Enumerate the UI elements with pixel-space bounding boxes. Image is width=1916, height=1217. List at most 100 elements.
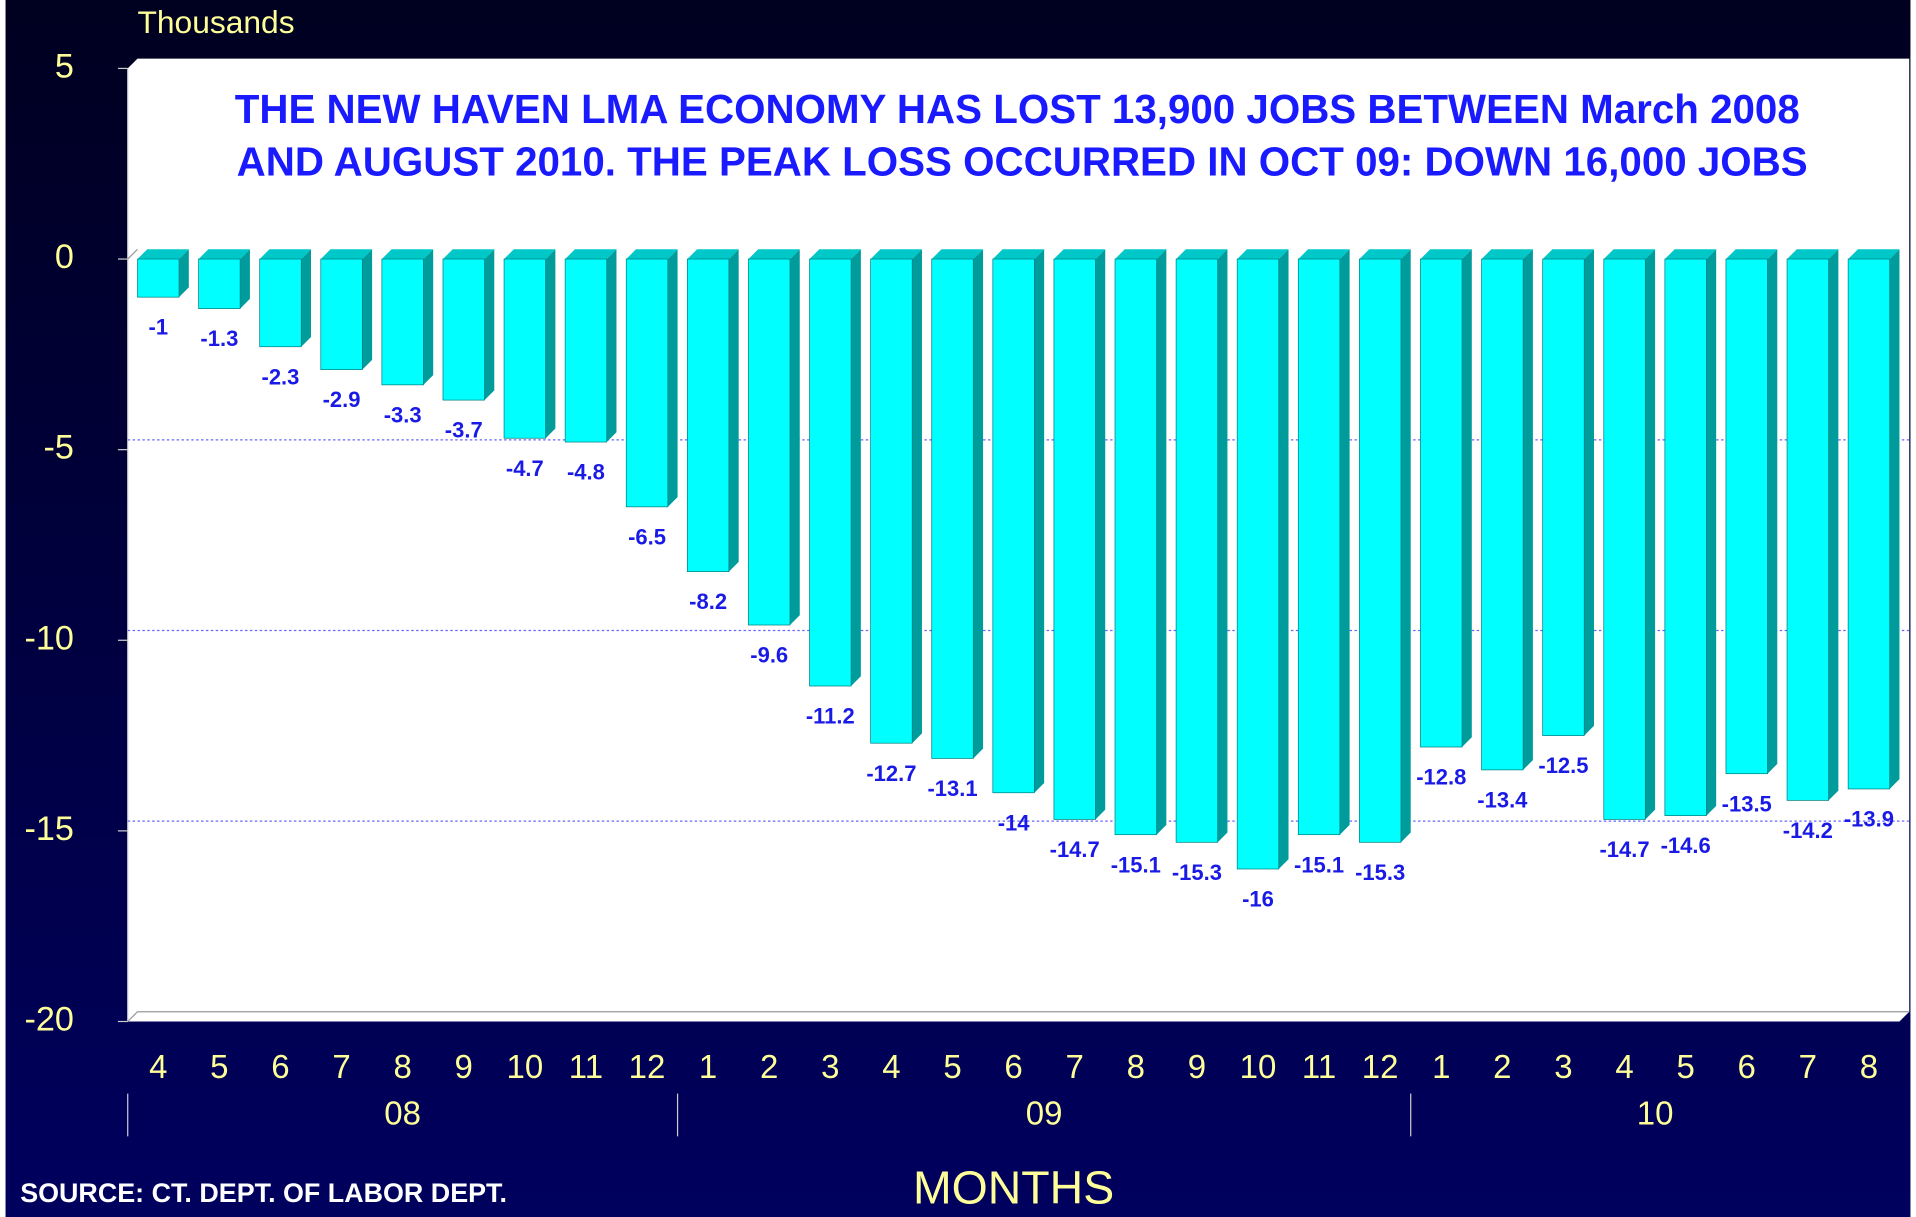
bar-side <box>667 249 678 507</box>
y-tick-label: 5 <box>55 47 74 85</box>
y-tick-label: -15 <box>25 810 74 848</box>
data-label: -8.2 <box>689 589 727 614</box>
bar-top <box>1298 249 1350 260</box>
data-label: -6.5 <box>628 524 666 549</box>
x-tick-label: 10 <box>506 1048 543 1085</box>
bar-side <box>1706 249 1717 816</box>
bar-side <box>179 249 189 298</box>
bar-side <box>1400 249 1411 843</box>
x-tick-label: 7 <box>1799 1048 1817 1085</box>
x-tick-label: 3 <box>821 1048 839 1085</box>
data-label: -3.7 <box>445 418 483 443</box>
x-tick-label: 2 <box>760 1048 778 1085</box>
bar-side <box>973 249 984 759</box>
y-unit-label: Thousands <box>138 4 295 40</box>
bar-top <box>442 249 495 260</box>
x-tick-label: 8 <box>393 1048 411 1085</box>
bar-top <box>626 249 678 260</box>
bar-side <box>1217 249 1228 843</box>
data-label: -9.6 <box>750 643 788 668</box>
bar <box>686 258 730 573</box>
bar-top <box>198 249 250 260</box>
bar <box>137 258 180 298</box>
bar <box>1420 258 1463 748</box>
bar-side <box>1156 249 1167 835</box>
bar <box>1847 258 1891 790</box>
data-label: -1 <box>148 315 168 340</box>
bar-top <box>748 249 800 260</box>
bar <box>1725 258 1768 775</box>
bar-side <box>301 249 312 347</box>
x-tick-label: 12 <box>629 1048 666 1085</box>
data-label: -14.2 <box>1783 818 1833 843</box>
x-tick-label: 1 <box>1432 1048 1450 1085</box>
data-label: -11.2 <box>806 704 855 729</box>
y-tick-label: -5 <box>44 429 74 467</box>
bar-top <box>1787 249 1839 260</box>
bar-side <box>1278 249 1289 870</box>
bar-top <box>565 249 617 260</box>
bar-top <box>259 249 312 260</box>
x-tick-label: 6 <box>271 1048 289 1085</box>
x-group-label: 09 <box>1026 1094 1063 1131</box>
bar-side <box>423 249 434 385</box>
data-label: -14.7 <box>1599 837 1649 862</box>
bar <box>198 258 241 309</box>
x-tick-label: 3 <box>1554 1048 1572 1085</box>
chart-title: THE NEW HAVEN LMA ECONOMY HAS LOST 13,90… <box>235 86 1800 132</box>
x-tick-label: 4 <box>149 1048 167 1085</box>
data-label: -13.5 <box>1722 791 1772 816</box>
chart-title: AND AUGUST 2010. THE PEAK LOSS OCCURRED … <box>237 139 1808 185</box>
data-label: -16 <box>1242 887 1274 912</box>
bar-side <box>1767 249 1778 774</box>
bar-side <box>1095 249 1106 820</box>
x-tick-label: 8 <box>1127 1048 1145 1085</box>
x-tick-label: 7 <box>332 1048 350 1085</box>
bar <box>381 258 424 386</box>
bar <box>442 258 485 401</box>
bar <box>1603 258 1646 820</box>
x-tick-label: 11 <box>569 1048 603 1085</box>
bar-top <box>1176 249 1228 260</box>
bar-side <box>1828 249 1839 801</box>
data-label: -13.4 <box>1477 787 1528 812</box>
bar-side <box>484 249 495 401</box>
bar <box>564 258 608 443</box>
bar <box>1481 258 1524 771</box>
bar-top <box>504 249 556 260</box>
bar-side <box>1034 249 1045 793</box>
y-tick-label: 0 <box>55 238 74 276</box>
bar-top <box>931 249 984 260</box>
bar-top <box>381 249 434 260</box>
bar-top <box>1115 249 1167 260</box>
bar <box>748 258 791 626</box>
data-label: -12.5 <box>1538 753 1588 778</box>
data-label: -13.9 <box>1844 807 1894 832</box>
bar <box>625 258 669 508</box>
bar-side <box>1339 249 1350 835</box>
bar-side <box>362 249 373 370</box>
x-tick-label: 5 <box>210 1048 228 1085</box>
data-label: -3.3 <box>384 402 422 427</box>
data-label: -4.7 <box>506 456 544 481</box>
bar <box>1359 258 1402 843</box>
bar-side <box>912 249 922 744</box>
y-tick-label: -20 <box>25 1001 74 1039</box>
bar-side <box>1523 249 1533 770</box>
x-group-label: 10 <box>1637 1094 1674 1131</box>
bar-top <box>1481 249 1533 260</box>
data-label: -14.6 <box>1661 833 1711 858</box>
x-tick-label: 11 <box>1302 1048 1336 1085</box>
zero-line <box>127 248 138 260</box>
x-tick-label: 4 <box>882 1048 900 1085</box>
x-tick-label: 10 <box>1240 1048 1277 1085</box>
bar-top <box>1725 249 1778 260</box>
bar-top <box>870 249 922 260</box>
data-label: -15.1 <box>1111 852 1161 877</box>
bar-top <box>320 249 373 260</box>
bar <box>503 258 546 439</box>
data-label: -14.7 <box>1050 837 1100 862</box>
floor-edge <box>127 1011 1910 1022</box>
x-tick-label: 9 <box>1188 1048 1206 1085</box>
